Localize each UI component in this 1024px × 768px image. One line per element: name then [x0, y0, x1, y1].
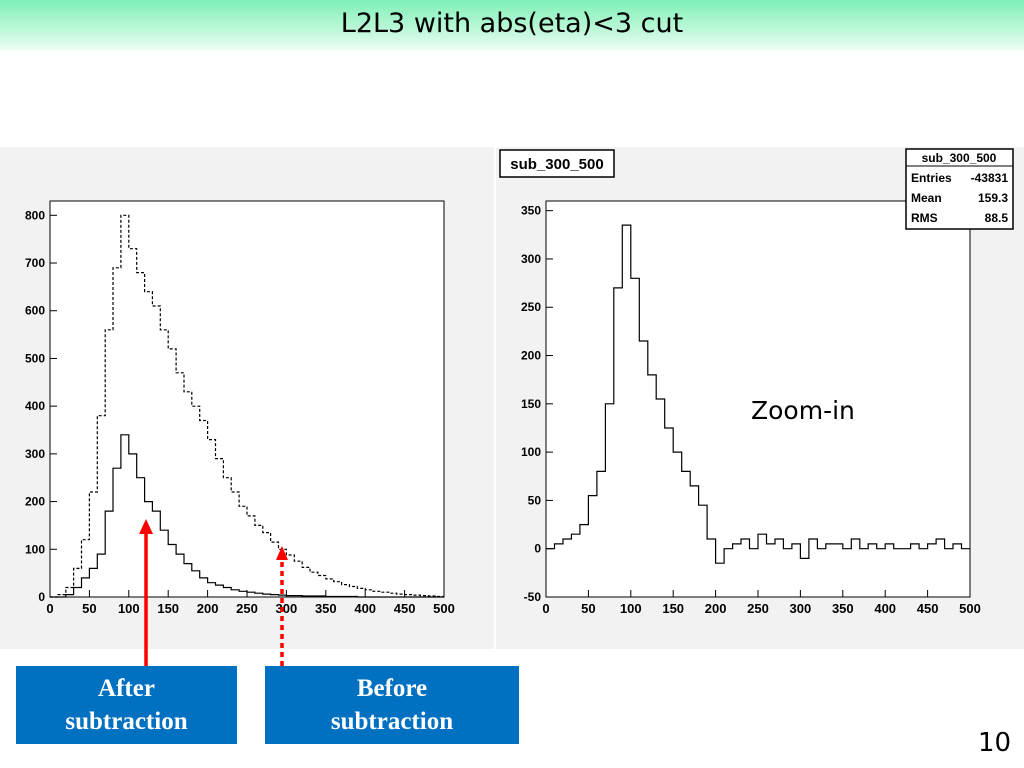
x-tick-label-0-0: 0: [46, 601, 53, 616]
zoom-in-label: Zoom-in: [751, 396, 855, 425]
left-plot-canvas: 0 100 200 300 400 500 600 700 800 0 50 100 150 200 250…: [0, 147, 494, 649]
x-tick-label-1-5: 250: [747, 601, 769, 616]
before-box-line2: subtraction: [330, 708, 454, 735]
stats-value-entries: -43831: [971, 171, 1009, 185]
x-tick-label-1-7: 350: [832, 601, 854, 616]
plot-frame-0: [49, 200, 445, 598]
x-tick-label-0-6: 300: [276, 601, 298, 616]
x-tick-label-1-9: 450: [917, 601, 939, 616]
slide-title: L2L3 with abs(eta)<3 cut: [340, 8, 684, 39]
y-tick-label-0-7: 700: [25, 256, 45, 270]
page-number: 10: [978, 728, 1012, 758]
x-tick-label-0-7: 350: [315, 601, 337, 616]
y-tick-label-1-0: -50: [524, 590, 542, 604]
y-tick-label-0-5: 500: [25, 351, 45, 365]
stats-label-rms: RMS: [911, 211, 938, 225]
x-tick-label-0-9: 450: [394, 601, 416, 616]
x-tick-label-1-4: 200: [705, 601, 727, 616]
y-tick-label-1-3: 100: [521, 445, 541, 459]
x-tick-label-0-10: 500: [433, 601, 455, 616]
x-tick-label-0-8: 400: [354, 601, 376, 616]
y-tick-label-1-6: 250: [521, 300, 541, 314]
before-box-line1: Before: [356, 675, 428, 702]
histogram-title-text: sub_300_500: [510, 156, 603, 173]
stats-value-rms: 88.5: [985, 211, 1009, 225]
x-tick-label-1-2: 100: [620, 601, 642, 616]
right-plot-canvas: -50 0 50 100 150 200 250 300 350 0 50 100 150 200 250 3…: [496, 147, 1024, 649]
y-tick-label-0-3: 300: [25, 447, 45, 461]
after-subtraction-box: After subtraction: [16, 666, 237, 744]
x-tick-label-1-3: 150: [662, 601, 684, 616]
after-box-line2: subtraction: [65, 708, 188, 735]
y-tick-label-0-0: 0: [38, 590, 45, 604]
x-tick-label-1-6: 300: [790, 601, 812, 616]
before-subtraction-box: Before subtraction: [265, 666, 519, 744]
x-tick-label-0-2: 100: [118, 601, 140, 616]
y-tick-label-1-8: 350: [521, 204, 541, 218]
plot-frame-1: [545, 200, 971, 598]
y-tick-label-1-1: 0: [534, 542, 541, 556]
left-histogram-chart: 0 100 200 300 400 500 600 700 800 0 50 100 150 200 250…: [25, 200, 455, 616]
y-tick-label-1-2: 50: [528, 493, 542, 507]
y-tick-label-0-8: 800: [25, 208, 45, 222]
y-tick-label-0-1: 100: [25, 542, 45, 556]
after-box-line1: After: [98, 675, 155, 702]
x-tick-label-0-5: 250: [236, 601, 258, 616]
x-tick-label-1-8: 400: [874, 601, 896, 616]
stats-value-mean: 159.3: [978, 191, 1008, 205]
histogram-series-1-0: [546, 224, 970, 564]
x-tick-label-1-10: 500: [959, 601, 981, 616]
x-tick-label-0-3: 150: [157, 601, 179, 616]
histogram-series-0-1: [50, 434, 444, 598]
y-tick-label-1-4: 150: [521, 397, 541, 411]
x-tick-label-0-1: 50: [82, 601, 96, 616]
y-tick-label-1-5: 200: [521, 349, 541, 363]
stats-label-entries: Entries: [911, 171, 952, 185]
y-tick-label-0-2: 200: [25, 495, 45, 509]
histogram-title-box: [499, 149, 615, 178]
x-tick-label-1-0: 0: [542, 601, 549, 616]
x-tick-label-1-1: 50: [581, 601, 595, 616]
y-tick-label-0-4: 400: [25, 399, 45, 413]
title-bar: L2L3 with abs(eta)<3 cut: [0, 0, 1024, 50]
y-tick-label-1-7: 300: [521, 252, 541, 266]
x-tick-label-0-4: 200: [197, 601, 219, 616]
stats-label-mean: Mean: [911, 191, 942, 205]
y-tick-label-0-6: 600: [25, 304, 45, 318]
stats-box: [905, 148, 1014, 230]
stats-title: sub_300_500: [922, 151, 997, 165]
histogram-series-0-0: [50, 214, 444, 598]
